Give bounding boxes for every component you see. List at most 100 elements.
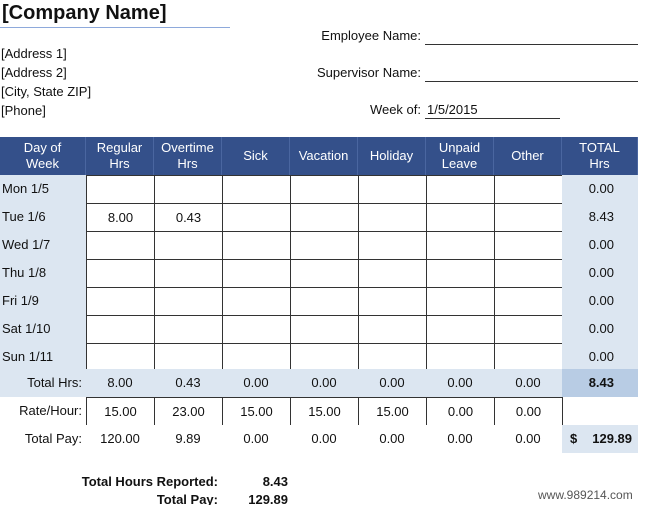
hours-cell bbox=[222, 315, 291, 344]
totals-cell: 0.00 bbox=[494, 369, 562, 397]
day-label: Thu 1/8 bbox=[0, 259, 86, 287]
column-header: Overtime Hrs bbox=[154, 137, 222, 175]
totals-cell: 0.43 bbox=[154, 369, 222, 397]
hours-cell bbox=[154, 315, 223, 344]
pay-cell: 0.00 bbox=[494, 425, 562, 453]
rate-cell: 15.00 bbox=[222, 397, 291, 426]
day-label: Wed 1/7 bbox=[0, 231, 86, 259]
hours-cell bbox=[290, 203, 359, 232]
column-header: Sick bbox=[222, 137, 290, 175]
summary-value: 8.43 bbox=[262, 474, 288, 489]
hours-cell bbox=[86, 287, 155, 316]
row-total: 0.00 bbox=[562, 287, 638, 315]
totals-cell: 8.00 bbox=[86, 369, 154, 397]
hours-cell bbox=[154, 287, 223, 316]
hours-cell bbox=[494, 203, 563, 232]
hours-cell bbox=[222, 203, 291, 232]
hours-cell bbox=[290, 343, 359, 372]
hours-cell bbox=[358, 343, 427, 372]
totals-cell: 0.00 bbox=[222, 369, 290, 397]
row-total: 0.00 bbox=[562, 259, 638, 287]
hours-cell bbox=[222, 343, 291, 372]
hours-cell bbox=[494, 315, 563, 344]
row-total: 0.00 bbox=[562, 231, 638, 259]
hours-cell bbox=[426, 231, 495, 260]
totals-cell: 0.00 bbox=[290, 369, 358, 397]
grand-total-hours: 8.43 bbox=[562, 369, 638, 397]
summary-value: 129.89 bbox=[248, 492, 288, 505]
row-total: 0.00 bbox=[562, 175, 638, 203]
pay-cell: 120.00 bbox=[86, 425, 154, 453]
column-header: Holiday bbox=[358, 137, 426, 175]
pay-cell: 0.00 bbox=[222, 425, 290, 453]
address-line: [City, State ZIP] bbox=[1, 84, 92, 99]
hours-cell bbox=[290, 231, 359, 260]
hours-cell bbox=[494, 231, 563, 260]
column-header: Regular Hrs bbox=[86, 137, 154, 175]
hours-cell bbox=[86, 231, 155, 260]
grand-total-box bbox=[562, 425, 638, 453]
hours-cell bbox=[426, 287, 495, 316]
totals-cell: 0.00 bbox=[358, 369, 426, 397]
hours-cell bbox=[222, 231, 291, 260]
row-total: 0.00 bbox=[562, 315, 638, 343]
day-label: Mon 1/5 bbox=[0, 175, 86, 203]
field-line bbox=[425, 118, 560, 119]
field-label: Employee Name: bbox=[321, 28, 421, 43]
address-line: [Address 1] bbox=[1, 46, 67, 61]
hours-cell bbox=[290, 315, 359, 344]
hours-cell bbox=[494, 343, 563, 372]
day-label: Tue 1/6 bbox=[0, 203, 86, 231]
hours-cell bbox=[426, 343, 495, 372]
hours-cell bbox=[358, 231, 427, 260]
hours-cell bbox=[290, 287, 359, 316]
rate-cell: 0.00 bbox=[494, 397, 563, 426]
hours-cell bbox=[358, 315, 427, 344]
hours-cell bbox=[154, 259, 223, 288]
watermark: www.989214.com bbox=[538, 488, 633, 502]
pay-cell: 0.00 bbox=[426, 425, 494, 453]
hours-cell bbox=[290, 175, 359, 204]
hours-cell bbox=[494, 259, 563, 288]
summary-label: Total Pay: bbox=[156, 492, 218, 505]
hours-cell bbox=[426, 175, 495, 204]
field-value: 1/5/2015 bbox=[427, 102, 478, 117]
field-label: Week of: bbox=[369, 102, 421, 117]
hours-cell bbox=[494, 287, 563, 316]
pay-cell: 0.00 bbox=[290, 425, 358, 453]
hours-cell bbox=[426, 259, 495, 288]
rate-cell: 23.00 bbox=[154, 397, 223, 426]
field-line bbox=[425, 44, 638, 45]
pay-cell: 9.89 bbox=[154, 425, 222, 453]
hours-cell bbox=[494, 175, 563, 204]
grand-total-pay: 129.89 bbox=[592, 431, 632, 446]
day-label: Fri 1/9 bbox=[0, 287, 86, 315]
row-label: Rate/Hour: bbox=[0, 397, 86, 425]
hours-cell bbox=[222, 259, 291, 288]
summary-label: Total Hours Reported: bbox=[81, 474, 218, 489]
hours-cell bbox=[154, 231, 223, 260]
column-header: Vacation bbox=[290, 137, 358, 175]
hours-cell bbox=[358, 287, 427, 316]
row-label: Total Hrs: bbox=[0, 369, 86, 397]
column-header: TOTAL Hrs bbox=[562, 137, 638, 175]
rate-cell: 15.00 bbox=[86, 397, 155, 426]
hours-cell bbox=[86, 315, 155, 344]
row-total: 8.43 bbox=[562, 203, 638, 231]
hours-cell bbox=[290, 259, 359, 288]
address-line: [Address 2] bbox=[1, 65, 67, 80]
column-header: Other bbox=[494, 137, 562, 175]
field-line bbox=[425, 81, 638, 82]
hours-cell bbox=[426, 203, 495, 232]
column-header: Day of Week bbox=[0, 137, 86, 175]
hours-cell bbox=[154, 175, 223, 204]
hours-cell bbox=[222, 175, 291, 204]
day-label: Sat 1/10 bbox=[0, 315, 86, 343]
hours-cell bbox=[86, 259, 155, 288]
hours-cell bbox=[154, 343, 223, 372]
company-name: [Company Name] bbox=[2, 2, 167, 24]
hours-cell bbox=[426, 315, 495, 344]
pay-cell: 0.00 bbox=[358, 425, 426, 453]
row-total: 0.00 bbox=[562, 343, 638, 371]
